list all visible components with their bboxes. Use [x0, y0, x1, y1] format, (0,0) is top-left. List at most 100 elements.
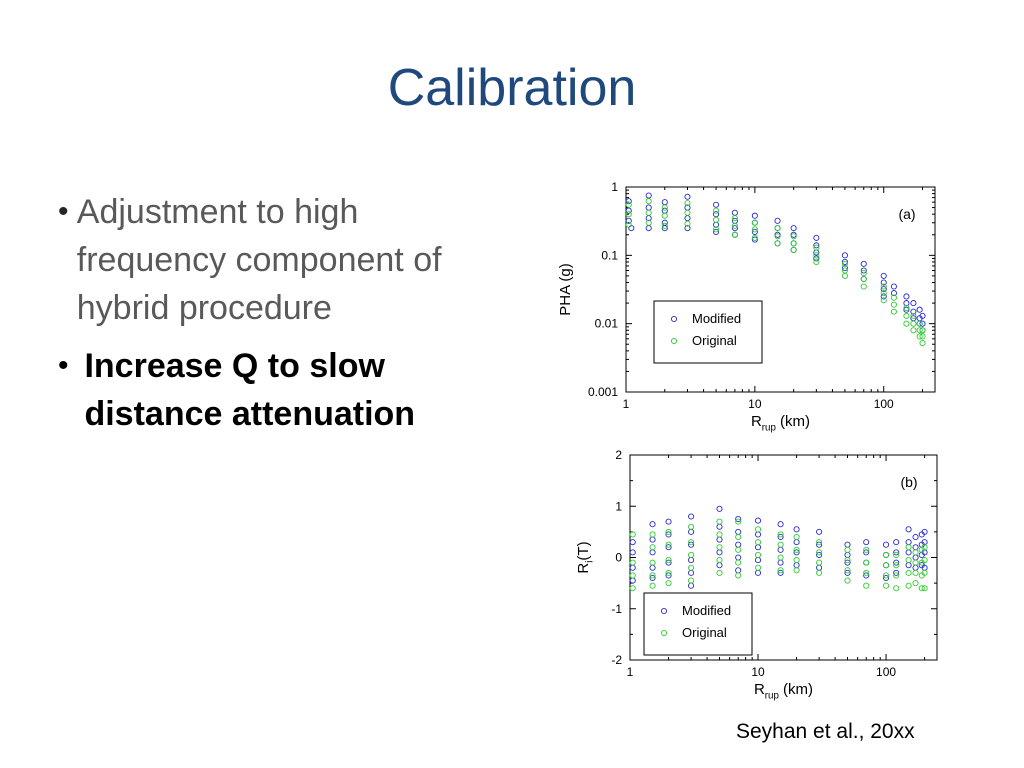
data-point-modified: [813, 234, 820, 241]
legend-label-original: Original: [682, 625, 727, 640]
data-point-modified: [841, 252, 848, 259]
plot-frame: [625, 186, 936, 393]
data-point-modified: [754, 517, 762, 524]
data-point-original: [688, 551, 695, 558]
citation-caption: Seyhan et al., 20xx: [736, 720, 915, 743]
data-point-modified: [905, 562, 912, 569]
data-point-modified: [863, 539, 870, 546]
data-point-original: [716, 544, 723, 551]
data-point-original: [731, 231, 738, 238]
data-point-original: [661, 222, 668, 229]
data-point-original: [813, 244, 820, 251]
y-tick-label: -2: [611, 653, 622, 667]
y-tick-label: 2: [615, 448, 622, 462]
data-point-original: [912, 580, 919, 587]
data-point-modified: [716, 523, 723, 530]
data-point-original: [754, 526, 762, 533]
x-axis-label: Rrup (km): [751, 413, 810, 434]
data-point-original: [777, 541, 784, 548]
y-tick-label: 1: [615, 499, 622, 513]
data-point-original: [649, 572, 656, 579]
slide-title: Calibration: [387, 59, 637, 117]
data-point-original: [774, 240, 781, 247]
data-point-modified: [649, 549, 656, 556]
data-point-modified: [816, 528, 823, 535]
data-point-original: [649, 559, 656, 566]
data-point-original: [716, 557, 723, 564]
data-point-modified: [893, 559, 900, 566]
data-point-modified: [883, 541, 890, 548]
data-point-modified: [754, 557, 762, 564]
data-point-original: [684, 200, 691, 207]
data-point-original: [661, 212, 668, 219]
data-point-modified: [735, 516, 742, 523]
data-point-original: [754, 539, 762, 546]
data-point-original: [890, 301, 897, 308]
data-point-original: [893, 585, 900, 592]
data-point-original: [844, 577, 851, 584]
data-point-original: [860, 270, 867, 277]
legend-marker-original: [670, 337, 678, 345]
data-point-original: [844, 557, 851, 564]
data-point-original: [890, 294, 897, 301]
data-point-original: [649, 582, 656, 589]
data-point-original: [921, 569, 928, 576]
panel-label: (a): [898, 206, 915, 222]
data-point-original: [921, 557, 928, 564]
data-point-original: [916, 327, 923, 334]
data-point-original: [880, 297, 887, 304]
data-point-modified: [735, 528, 742, 535]
data-point-modified: [844, 551, 851, 558]
data-point-original: [916, 320, 923, 327]
data-point-modified: [754, 531, 762, 538]
data-point-original: [777, 531, 784, 538]
data-point-original: [790, 246, 797, 253]
data-point-original: [645, 209, 652, 216]
data-point-original: [649, 544, 656, 551]
data-point-modified: [684, 215, 691, 222]
data-point-original: [754, 564, 762, 571]
data-point-modified: [777, 521, 784, 528]
data-point-original: [735, 546, 742, 553]
data-point-modified: [903, 306, 910, 313]
data-point-modified: [625, 217, 632, 224]
data-point-modified: [880, 286, 887, 293]
y-tick-label: -1: [611, 602, 622, 616]
data-point-modified: [777, 559, 784, 566]
data-point-modified: [793, 539, 800, 546]
legend-marker-original: [660, 629, 668, 637]
data-point-original: [905, 569, 912, 576]
data-point-modified: [713, 211, 720, 218]
data-point-original: [903, 312, 910, 319]
data-point-modified: [903, 293, 910, 300]
x-tick-label: 1: [623, 397, 630, 411]
y-tick-label: 0.001: [588, 385, 618, 399]
data-point-modified: [625, 198, 632, 205]
data-point-original: [910, 320, 917, 327]
data-point-original: [910, 327, 917, 334]
data-point-modified: [735, 567, 742, 574]
data-point-original: [863, 582, 870, 589]
data-point-modified: [661, 199, 668, 206]
data-point-modified: [645, 204, 652, 211]
data-point-original: [903, 304, 910, 311]
data-point-modified: [912, 554, 919, 561]
data-point-original: [793, 546, 800, 553]
data-point-modified: [735, 554, 742, 561]
y-tick-label: 0.01: [595, 317, 619, 331]
data-point-original: [860, 283, 867, 290]
data-point-original: [735, 572, 742, 579]
data-point-modified: [912, 533, 919, 541]
data-point-original: [751, 219, 758, 226]
data-point-original: [790, 233, 797, 240]
data-point-original: [645, 219, 652, 226]
data-point-original: [905, 544, 912, 551]
x-tick-label: 100: [876, 665, 896, 679]
data-point-original: [860, 275, 867, 283]
bullet-item-adjustment: • Adjustment to high frequency component…: [58, 188, 488, 332]
data-point-original: [921, 585, 928, 592]
data-point-modified: [629, 564, 636, 571]
data-point-modified: [905, 539, 912, 546]
data-point-original: [716, 531, 723, 538]
data-point-original: [918, 585, 925, 592]
